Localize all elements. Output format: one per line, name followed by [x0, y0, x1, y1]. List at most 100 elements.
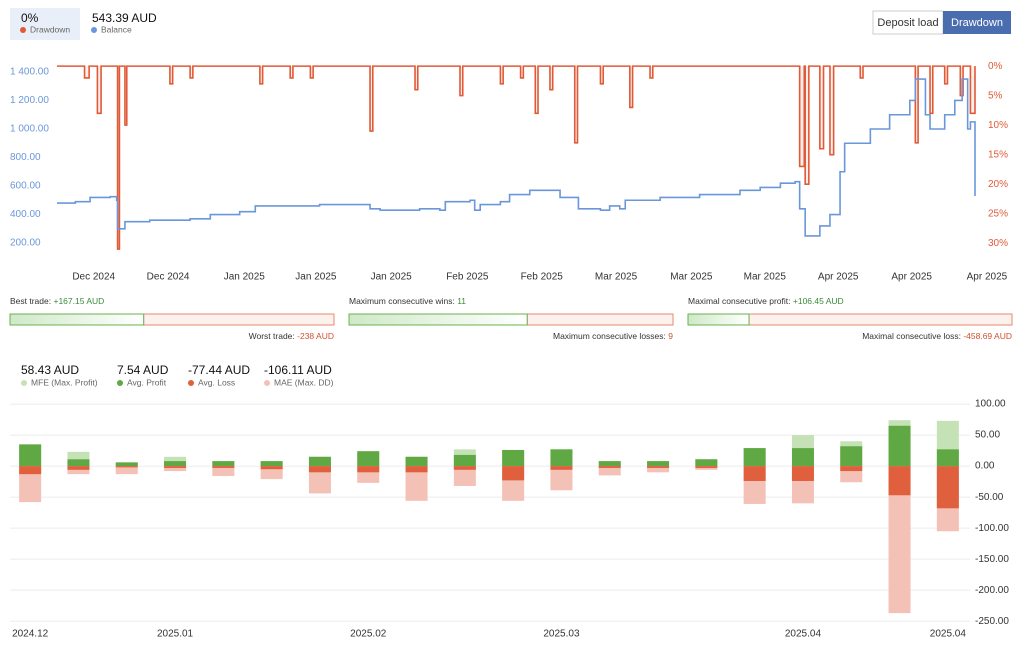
bar — [260, 461, 283, 467]
bar — [453, 454, 476, 467]
bar — [308, 466, 331, 473]
stat-name: Best trade: — [10, 296, 51, 306]
stat-name: Worst trade: — [249, 331, 295, 341]
bar — [840, 466, 863, 472]
bar — [888, 466, 911, 614]
bar — [743, 448, 766, 467]
x-tick-label: Jan 2025 — [295, 272, 337, 283]
bar — [164, 461, 187, 467]
legend-swatch — [20, 27, 26, 33]
x-tick-label: Mar 2025 — [595, 272, 638, 283]
stat-name: Maximal consecutive loss: — [862, 331, 961, 341]
x-tick-label: Jan 2025 — [371, 272, 413, 283]
legend-swatch — [91, 27, 97, 33]
y2-tick-label: 15% — [988, 149, 1008, 160]
bar — [647, 466, 670, 468]
stat-value: +106.45 AUD — [793, 296, 844, 306]
legend-label: Avg. Profit — [127, 377, 167, 387]
bar — [888, 425, 911, 467]
legend-swatch — [264, 380, 270, 386]
bar — [19, 466, 42, 503]
legend-value: -77.44 AUD — [188, 363, 250, 377]
series-line — [57, 78, 976, 237]
x-tick-label: Jan 2025 — [224, 272, 266, 283]
bar — [67, 459, 90, 467]
bar — [936, 466, 959, 509]
bar — [19, 466, 42, 475]
bar — [502, 466, 525, 481]
y-tick-label: 1 000.00 — [10, 124, 49, 135]
bar — [502, 449, 525, 467]
bar — [840, 446, 863, 467]
x-tick-label: Apr 2025 — [967, 272, 1008, 283]
legend-value: -106.11 AUD — [264, 363, 332, 377]
y2-tick-label: 30% — [988, 238, 1008, 249]
bar — [308, 456, 331, 467]
bar — [19, 444, 42, 467]
stat-opposite-label: Worst trade: -238 AUD — [249, 331, 334, 341]
drawdown-button[interactable] — [943, 11, 1011, 34]
stat-name: Maximum consecutive losses: — [553, 331, 666, 341]
y-tick-label: 600.00 — [10, 181, 41, 192]
bar — [164, 466, 187, 472]
stat-bar-positive — [687, 313, 750, 326]
bar — [695, 459, 718, 467]
bar — [550, 449, 573, 467]
legend-label: MFE (Max. Profit) — [31, 377, 98, 387]
bar — [67, 466, 90, 475]
stat-value: 11 — [457, 296, 466, 306]
legend-swatch — [188, 380, 194, 386]
bar — [115, 462, 138, 467]
stat-bar-positive — [348, 313, 528, 326]
bar — [453, 466, 476, 486]
y-tick-label: 1 200.00 — [10, 95, 49, 106]
legend-label: Balance — [101, 24, 132, 34]
bar — [550, 466, 573, 491]
y2-tick-label: 20% — [988, 179, 1008, 190]
y-tick-label: 0.00 — [975, 461, 995, 472]
deposit-load-label[interactable]: Deposit load — [877, 17, 938, 29]
stat-bar-positive — [9, 313, 145, 326]
y-tick-label: 800.00 — [10, 152, 41, 163]
y-tick-label: 400.00 — [10, 209, 41, 220]
bar — [405, 456, 428, 467]
legend-swatch — [117, 380, 123, 386]
drawdown-area — [57, 66, 975, 250]
stat-bar-negative — [748, 313, 1013, 326]
x-tick-label: Mar 2025 — [670, 272, 713, 283]
legend-swatch — [21, 380, 27, 386]
bar — [453, 466, 476, 470]
x-tick-label: 2025.03 — [543, 629, 580, 640]
legend-highlight — [10, 8, 80, 40]
bar — [791, 448, 814, 467]
x-tick-label: Dec 2024 — [147, 272, 190, 283]
x-tick-label: Apr 2025 — [891, 272, 932, 283]
y-tick-label: 50.00 — [975, 430, 1000, 441]
y-tick-label: 1 400.00 — [10, 67, 49, 78]
bar — [598, 461, 621, 467]
bar — [260, 466, 283, 480]
stat-opposite-label: Maximum consecutive losses: 9 — [553, 331, 673, 341]
x-tick-label: 2025.01 — [157, 629, 194, 640]
bar — [598, 466, 621, 468]
y-tick-label: -200.00 — [975, 585, 1009, 596]
bar — [647, 466, 670, 473]
bar — [357, 451, 380, 467]
y-tick-label: -250.00 — [975, 616, 1009, 627]
bar — [115, 466, 138, 468]
bar — [405, 466, 428, 473]
y-tick-label: -100.00 — [975, 523, 1009, 534]
stat-value: -458.69 AUD — [963, 331, 1012, 341]
y-tick-label: -150.00 — [975, 554, 1009, 565]
bar — [888, 466, 911, 496]
x-tick-label: 2024.12 — [12, 629, 49, 640]
bar — [791, 466, 814, 481]
bar — [550, 466, 573, 470]
series-line — [57, 65, 976, 250]
stat-opposite-label: Maximal consecutive loss: -458.69 AUD — [862, 331, 1012, 341]
drawdown-label[interactable]: Drawdown — [951, 17, 1003, 29]
x-tick-label: Feb 2025 — [521, 272, 564, 283]
stat-label: Best trade: +167.15 AUD — [10, 296, 104, 306]
bar — [67, 466, 90, 470]
legend-label: MAE (Max. DD) — [274, 377, 334, 387]
